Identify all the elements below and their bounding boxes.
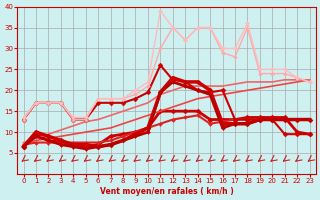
X-axis label: Vent moyen/en rafales ( km/h ): Vent moyen/en rafales ( km/h ) bbox=[100, 187, 234, 196]
